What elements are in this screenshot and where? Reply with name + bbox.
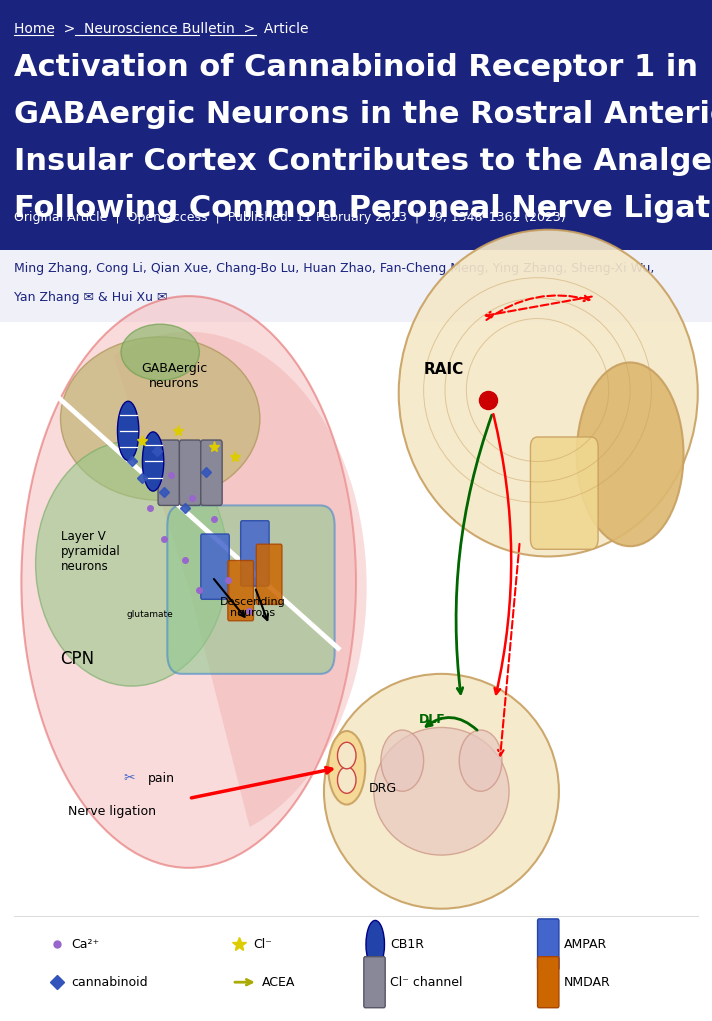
FancyBboxPatch shape: [158, 440, 179, 505]
Text: NMDAR: NMDAR: [564, 976, 611, 988]
Ellipse shape: [121, 325, 199, 381]
Text: AMPAR: AMPAR: [564, 938, 607, 951]
Bar: [0, 322, 712, 1021]
Ellipse shape: [324, 674, 559, 909]
Text: CPN: CPN: [61, 649, 95, 668]
FancyBboxPatch shape: [530, 437, 598, 549]
Ellipse shape: [61, 337, 260, 500]
Text: Ca²⁺: Ca²⁺: [71, 938, 100, 951]
FancyBboxPatch shape: [179, 440, 201, 505]
FancyBboxPatch shape: [228, 561, 253, 621]
FancyBboxPatch shape: [364, 957, 385, 1008]
Ellipse shape: [366, 921, 384, 968]
FancyBboxPatch shape: [538, 919, 559, 970]
Text: Nerve ligation: Nerve ligation: [68, 806, 156, 818]
Text: Original Article  |  Open access  |  Published: 11 February 2023  |  39, 1348–13: Original Article | Open access | Publish…: [14, 211, 566, 225]
Circle shape: [337, 767, 356, 793]
Text: ACEA: ACEA: [262, 976, 295, 988]
Text: Descending
neurons: Descending neurons: [220, 596, 286, 619]
Text: DRG: DRG: [369, 782, 397, 794]
Text: CB1R: CB1R: [390, 938, 424, 951]
Text: cannabinoid: cannabinoid: [71, 976, 148, 988]
Text: Cl⁻: Cl⁻: [253, 938, 272, 951]
Text: pain: pain: [148, 772, 175, 784]
FancyBboxPatch shape: [538, 957, 559, 1008]
Text: glutamate: glutamate: [126, 611, 173, 619]
Text: DLF: DLF: [419, 714, 446, 726]
Ellipse shape: [142, 432, 164, 491]
Bar: [0, 0, 712, 250]
Text: GABAergic
neurons: GABAergic neurons: [141, 361, 208, 390]
Text: Cl⁻ channel: Cl⁻ channel: [390, 976, 463, 988]
Ellipse shape: [381, 730, 424, 791]
Text: GABAergic Neurons in the Rostral Anterior: GABAergic Neurons in the Rostral Anterio…: [14, 100, 712, 129]
Text: Following Common Peroneal Nerve Ligation: Following Common Peroneal Nerve Ligation: [14, 194, 712, 223]
FancyBboxPatch shape: [241, 521, 269, 586]
Text: Ming Zhang, Cong Li, Qian Xue, Chang-Bo Lu, Huan Zhao, Fan-Cheng Meng, Ying Zhan: Ming Zhang, Cong Li, Qian Xue, Chang-Bo …: [14, 262, 654, 276]
Ellipse shape: [374, 727, 509, 856]
Text: RAIC: RAIC: [424, 362, 464, 377]
Ellipse shape: [577, 362, 684, 546]
Text: Insular Cortex Contributes to the Analgesia: Insular Cortex Contributes to the Analge…: [14, 147, 712, 176]
Wedge shape: [113, 332, 367, 827]
FancyBboxPatch shape: [256, 544, 282, 604]
FancyBboxPatch shape: [167, 505, 335, 674]
Bar: [0, 250, 712, 322]
Text: Layer V
pyramidal
neurons: Layer V pyramidal neurons: [61, 530, 120, 573]
Ellipse shape: [399, 230, 698, 556]
Ellipse shape: [117, 401, 139, 460]
Ellipse shape: [328, 731, 365, 805]
Circle shape: [337, 742, 356, 769]
Ellipse shape: [459, 730, 502, 791]
Text: ✂: ✂: [124, 771, 135, 785]
FancyBboxPatch shape: [201, 534, 229, 599]
Ellipse shape: [21, 296, 356, 868]
FancyBboxPatch shape: [201, 440, 222, 505]
Ellipse shape: [36, 441, 228, 686]
Text: Home  >  Neuroscience Bulletin  >  Article: Home > Neuroscience Bulletin > Article: [14, 22, 309, 37]
Text: Yan Zhang ✉ & Hui Xu ✉: Yan Zhang ✉ & Hui Xu ✉: [14, 291, 168, 304]
Text: Activation of Cannabinoid Receptor 1 in: Activation of Cannabinoid Receptor 1 in: [14, 53, 698, 82]
